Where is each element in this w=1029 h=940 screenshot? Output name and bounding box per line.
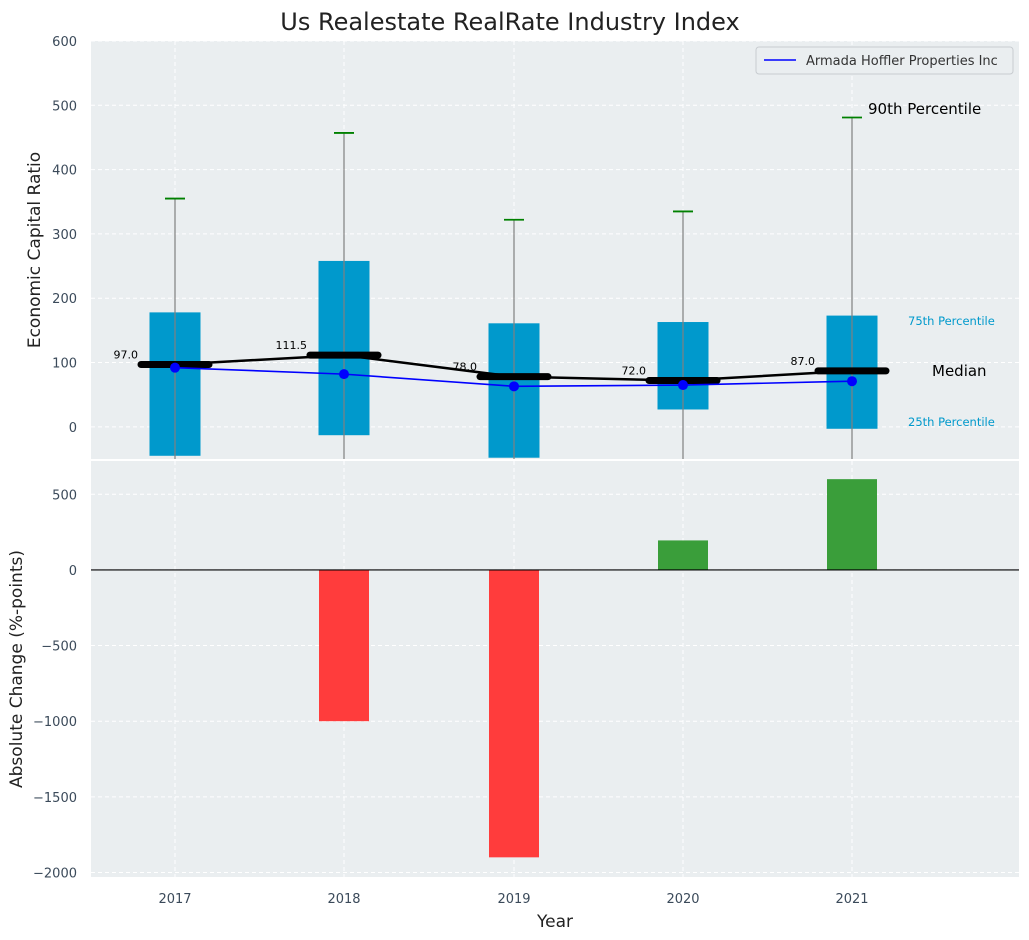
series-point-2020 xyxy=(678,380,688,391)
top-y-tick-label: 100 xyxy=(52,357,77,372)
series-point-2019 xyxy=(509,381,519,392)
x-tick-label-2019: 2019 xyxy=(497,892,530,907)
top-lines xyxy=(170,353,857,392)
legend-box xyxy=(755,46,1014,75)
bottom-panel: −2000 −1500 −1000 −500 0 500 2017 2018 2019 2020… xyxy=(7,461,1019,932)
top-y-axis-title: Economic Capital Ratio xyxy=(25,152,45,348)
bottom-y-tick-labels: −2000 −1500 −1000 −500 0 500 xyxy=(33,488,77,881)
bottom-y-axis-title: Absolute Change (%-points) xyxy=(7,550,27,788)
x-axis-title: Year xyxy=(536,912,573,932)
x-tick-label-2021: 2021 xyxy=(835,892,868,907)
chart-title: Us Realestate RealRate Industry Index xyxy=(280,8,739,36)
change-bar-2019 xyxy=(489,569,539,858)
median-label-2020: 72.0 xyxy=(622,365,647,378)
annotation-median: Median xyxy=(932,362,987,380)
change-bar-2018 xyxy=(319,569,369,722)
change-bars xyxy=(319,479,877,858)
top-y-tick-label: 500 xyxy=(52,99,77,114)
top-y-tick-label: 300 xyxy=(52,228,77,243)
median-label-2019: 78.0 xyxy=(453,361,478,374)
box-plots xyxy=(137,116,890,459)
x-tick-label-2017: 2017 xyxy=(158,892,191,907)
top-y-tick-label: 600 xyxy=(52,35,77,50)
median-labels: 97.0 111.5 78.0 72.0 87.0 xyxy=(114,339,816,377)
bottom-y-tick-label: 0 xyxy=(69,564,77,579)
series-point-2021 xyxy=(847,376,857,387)
median-label-2018: 111.5 xyxy=(276,339,308,352)
annotation-25th-percentile: 25th Percentile xyxy=(908,415,995,429)
median-label-2021: 87.0 xyxy=(791,355,816,368)
legend-label-armada: Armada Hoffler Properties Inc xyxy=(806,54,998,69)
bottom-y-tick-label: −500 xyxy=(41,640,77,655)
median-line xyxy=(174,353,853,382)
legend: Armada Hoffler Properties Inc xyxy=(755,46,1014,75)
top-gridlines xyxy=(91,40,1019,459)
top-y-tick-labels: 0 100 200 300 400 500 600 xyxy=(52,35,77,436)
series-point-2018 xyxy=(339,369,349,380)
change-bar-2021 xyxy=(827,479,877,570)
top-panel: 0 100 200 300 400 500 600 97.0 111.5 78.0 72.0 87.… xyxy=(25,35,1019,459)
bottom-y-tick-label: −1000 xyxy=(33,715,77,730)
bottom-y-tick-label: 500 xyxy=(52,488,77,503)
x-tick-labels: 2017 2018 2019 2020 2021 xyxy=(158,892,868,907)
annotation-75th-percentile: 75th Percentile xyxy=(908,314,995,328)
median-label-2017: 97.0 xyxy=(114,348,139,361)
bottom-plot-background xyxy=(91,461,1019,877)
top-y-tick-label: 400 xyxy=(52,164,77,179)
bottom-y-tick-label: −2000 xyxy=(33,866,77,881)
change-bar-2020 xyxy=(658,540,708,570)
x-tick-label-2020: 2020 xyxy=(666,892,699,907)
top-y-tick-label: 200 xyxy=(52,292,77,307)
annotation-90th-percentile: 90th Percentile xyxy=(868,100,981,118)
top-y-tick-label: 0 xyxy=(69,421,77,436)
series-point-2017 xyxy=(170,362,180,373)
percentile-annotations: 90th Percentile 75th Percentile Median 2… xyxy=(868,100,995,429)
bottom-y-tick-label: −1500 xyxy=(33,791,77,806)
x-tick-label-2018: 2018 xyxy=(327,892,360,907)
